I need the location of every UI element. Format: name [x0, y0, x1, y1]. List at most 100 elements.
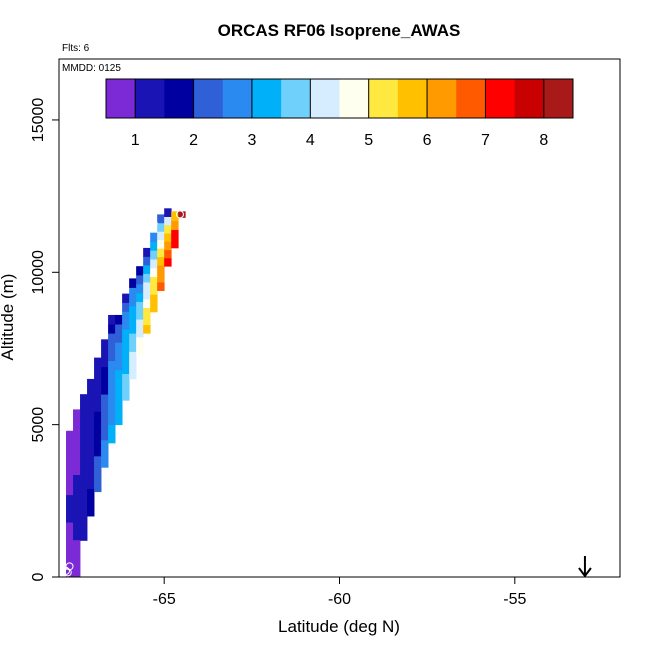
heatmap-cell [143, 247, 151, 257]
heatmap-cell [115, 351, 123, 362]
colorbar-swatch [485, 79, 516, 118]
heatmap-cell [66, 522, 74, 532]
colorbar-swatch [339, 79, 370, 118]
heatmap-cell [157, 231, 165, 241]
heatmap-cell [122, 373, 130, 383]
heatmap-cell [115, 369, 123, 380]
heatmap-cell [80, 485, 88, 496]
colorbar-tick-label: 5 [364, 132, 373, 149]
heatmap-cell [101, 430, 109, 441]
heatmap-cell [122, 391, 130, 401]
heatmap-cell [80, 403, 88, 413]
heatmap-cell [73, 511, 81, 522]
heatmap-cell [122, 320, 130, 330]
heatmap-cell [157, 214, 165, 224]
heatmap-cell [136, 310, 144, 320]
heatmap-cell [108, 415, 116, 426]
heatmap-cell [129, 296, 137, 307]
heatmap-cell [94, 455, 102, 466]
heatmap-cell [143, 282, 151, 291]
heatmap-cell [143, 316, 151, 326]
heatmap-cell [87, 433, 95, 444]
heatmap-cell [66, 540, 74, 550]
heatmap-cell [87, 378, 95, 389]
heatmap-cell [108, 342, 116, 352]
heatmap-cell [101, 403, 109, 413]
colorbar-tick-label: 3 [247, 132, 256, 149]
heatmap-cell [73, 502, 81, 513]
heatmap-cell [87, 488, 95, 499]
heatmap-cell [80, 412, 88, 422]
heatmap-cell [122, 311, 130, 321]
heatmap-cell [122, 364, 130, 375]
colorbar-swatch [397, 79, 428, 118]
heatmap-cell [87, 461, 95, 471]
x-tick-label: -65 [153, 591, 176, 608]
sample-point [63, 568, 72, 577]
colorbar-swatch [222, 79, 253, 118]
heatmap-cell [129, 360, 137, 371]
heatmap-cell [150, 303, 158, 313]
heatmap-cell [87, 470, 95, 480]
heatmap-cell [94, 446, 102, 457]
arrow-head-icon [578, 567, 592, 578]
heatmap-cell [73, 539, 81, 550]
sample-point [149, 219, 158, 228]
heatmap-cell [66, 549, 74, 560]
heatmap-cell [94, 402, 102, 412]
heatmap-cell [94, 411, 102, 421]
colorbar-swatch [368, 79, 399, 118]
heatmap-cell [94, 473, 102, 484]
heatmap-cell [157, 282, 165, 291]
heatmap-cell [66, 503, 74, 514]
colorbar-swatch [193, 79, 224, 118]
heatmap-cell [66, 567, 74, 578]
heatmap-cell [164, 224, 172, 234]
heatmap-cell [66, 458, 74, 468]
heatmap-cell [80, 494, 88, 505]
heatmap-cell [80, 449, 88, 459]
heatmap-cell [108, 406, 116, 416]
flights-label: Flts: 6 [62, 43, 90, 54]
heatmap-cell [157, 248, 165, 258]
heatmap-cell [150, 241, 158, 251]
heatmap-cell [157, 239, 165, 249]
colorbar: 1 2 3 4 5 6 7 8 [105, 78, 574, 149]
heatmap-cell [66, 558, 74, 569]
sample-point [65, 562, 74, 571]
heatmap-cell [115, 397, 123, 407]
axes: -65 -60 -55 0 5000 10000 15000 [30, 98, 526, 608]
heatmap-cell [94, 438, 102, 448]
date-label: MMDD: 0125 [62, 63, 121, 74]
heatmap-cell [157, 265, 165, 275]
heatmap-cell [164, 241, 172, 251]
heatmap-cell [94, 420, 102, 430]
heatmap-cell [122, 382, 130, 392]
heatmap-cell [136, 292, 144, 302]
heatmap-cell [115, 324, 123, 334]
heatmap-cell [108, 397, 116, 407]
heatmap-cell [129, 287, 137, 298]
heatmap-cell [164, 208, 172, 217]
x-axis-label: Latitude (deg N) [278, 617, 400, 636]
heatmap-cell [80, 522, 88, 532]
y-tick-label: 10000 [30, 250, 47, 295]
heatmap-cell [80, 439, 88, 450]
heatmap-cell [143, 264, 151, 274]
heatmap-cell [171, 220, 179, 231]
colorbar-frame [105, 78, 574, 119]
heatmap-cell [108, 314, 116, 325]
heatmap-cell [164, 257, 172, 267]
heatmap-cell [66, 467, 74, 477]
heatmap-cell [66, 531, 74, 541]
heatmap-cell [115, 406, 123, 416]
heatmap-cell [108, 369, 116, 380]
heatmap-cell [87, 424, 95, 435]
heatmap-cell [101, 366, 109, 377]
heatmap-cell [101, 339, 109, 349]
heatmap-cell [73, 465, 81, 475]
heatmap-cell [101, 348, 109, 359]
heatmap-cell [66, 494, 74, 505]
heatmap-cell [94, 357, 102, 367]
